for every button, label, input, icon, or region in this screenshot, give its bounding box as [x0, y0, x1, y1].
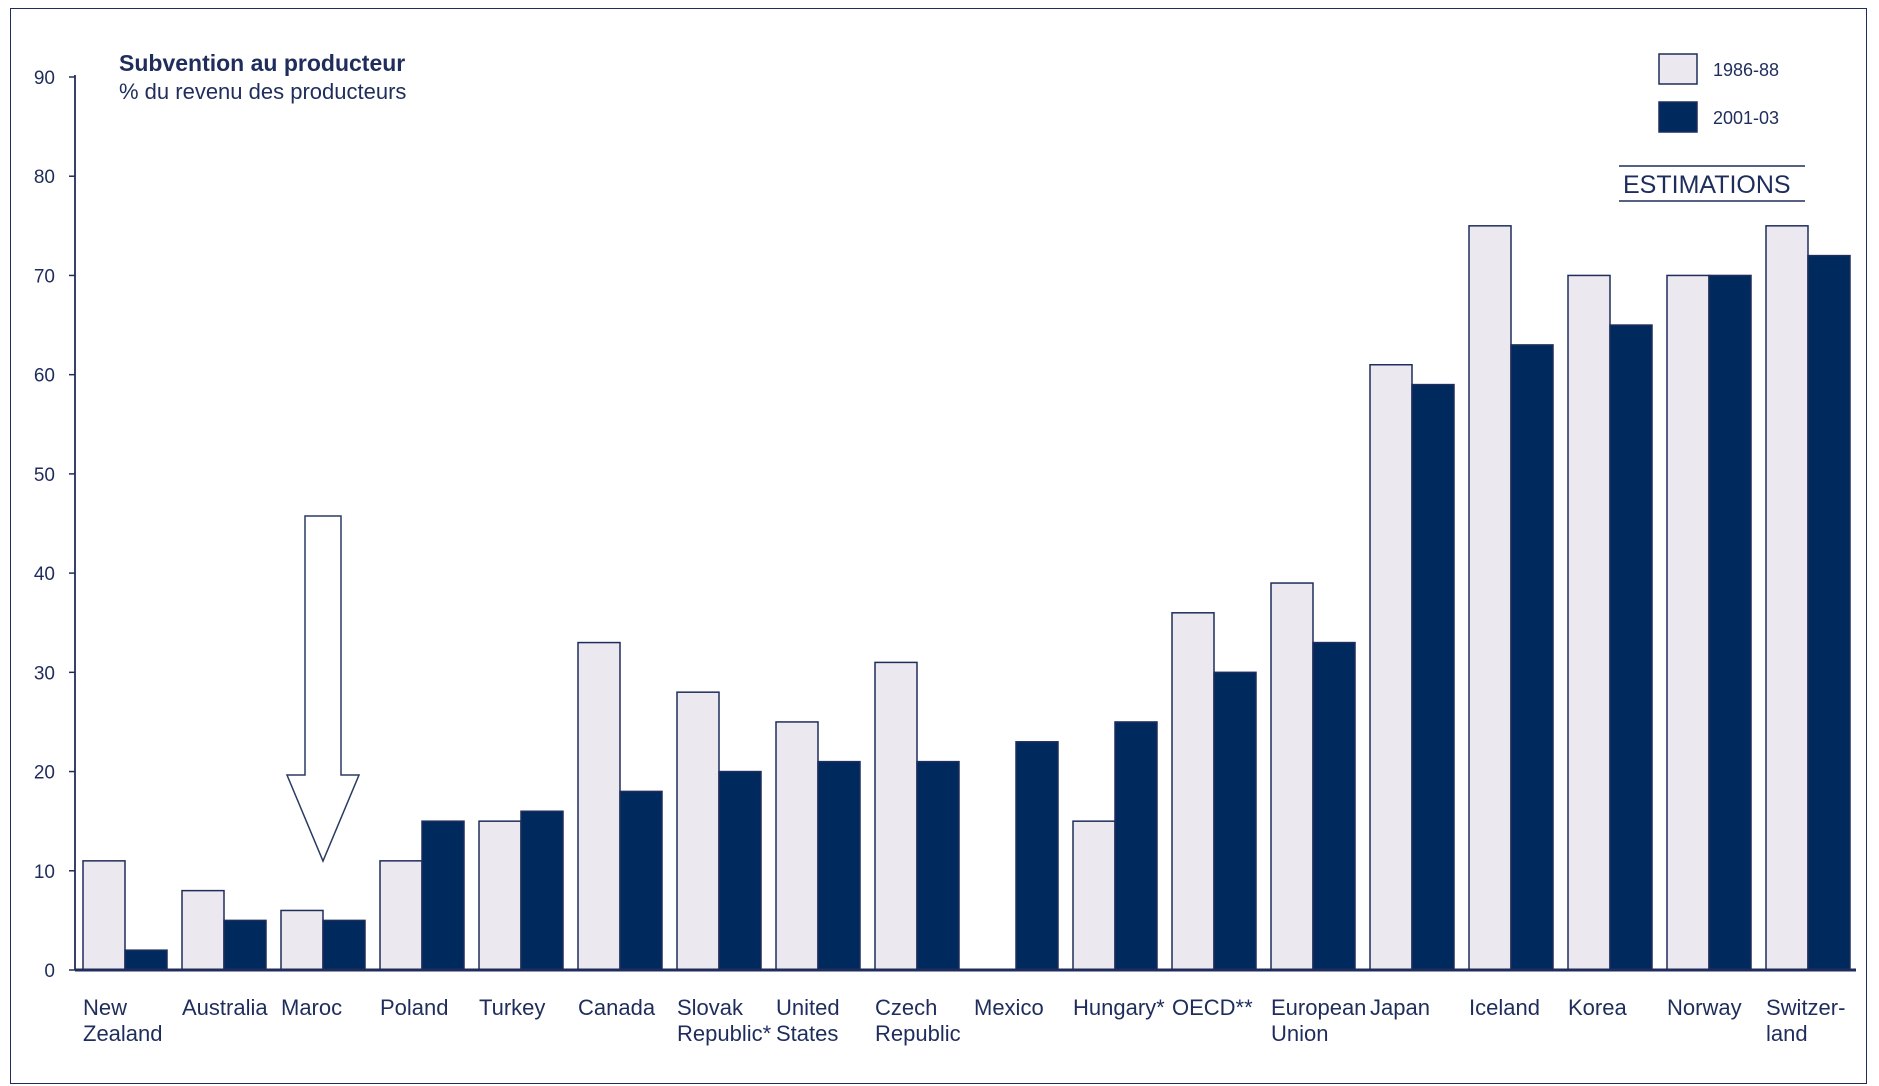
x-tick-label: New Zealand — [83, 995, 163, 1046]
bar-norway-1986-88 — [1666, 274, 1710, 971]
bar-iceland-1986-88 — [1468, 225, 1512, 971]
estimations-annotation: ESTIMATIONS — [1619, 165, 1805, 202]
bar-switzer-land-2001-03 — [1807, 254, 1851, 971]
y-tick-label: 20 — [34, 763, 55, 784]
bar-australia-2001-03 — [223, 919, 267, 971]
bar-poland-2001-03 — [421, 820, 465, 971]
x-tick-label: Poland — [380, 995, 449, 1020]
bar-european-union-2001-03 — [1312, 641, 1356, 971]
y-tick-label: 0 — [44, 961, 55, 982]
x-tick-label: Norway — [1667, 995, 1742, 1020]
bar-japan-1986-88 — [1369, 363, 1413, 971]
bar-czech-republic-1986-88 — [874, 661, 918, 971]
legend-label-1986-88: 1986-88 — [1713, 60, 1779, 80]
estimations-label: ESTIMATIONS — [1623, 171, 1791, 199]
labels-layer: New Zealand Australia Maroc Poland Turkey Cana… — [34, 68, 1846, 1046]
x-tick-label: Slovak Republic* — [677, 995, 772, 1046]
x-tick-label: Mexico — [974, 995, 1044, 1020]
y-tick-label: 40 — [34, 564, 55, 585]
x-tick-label: Japan — [1370, 995, 1430, 1020]
y-tick-label: 70 — [34, 266, 55, 287]
bar-norway-2001-03 — [1708, 274, 1752, 971]
bar-hungary-2001-03 — [1114, 721, 1158, 971]
highlight-arrow — [285, 515, 361, 863]
bar-new-zealand-1986-88 — [82, 860, 126, 971]
bar-oecd-2001-03 — [1213, 671, 1257, 971]
bar-czech-republic-2001-03 — [916, 760, 960, 971]
bar-korea-1986-88 — [1567, 274, 1611, 971]
bar-united-states-2001-03 — [817, 760, 861, 971]
y-tick-label: 80 — [34, 167, 55, 188]
x-tick-label: Hungary* — [1073, 995, 1165, 1020]
bar-korea-2001-03 — [1609, 324, 1653, 971]
bar-iceland-2001-03 — [1510, 344, 1554, 971]
x-tick-label: Switzer-land — [1766, 995, 1845, 1046]
legend-swatch-1986-88 — [1658, 53, 1698, 85]
chart-svg: New Zealand Australia Maroc Poland Turkey Cana… — [34, 50, 1856, 1046]
legend-label-2001-03: 2001-03 — [1713, 108, 1779, 128]
chart-subtitle: % du revenu des producteurs — [119, 79, 406, 104]
bar-european-union-1986-88 — [1270, 582, 1314, 971]
bar-australia-1986-88 — [181, 889, 225, 971]
bar-poland-1986-88 — [379, 860, 423, 971]
axis-layer — [69, 75, 1856, 972]
x-tick-label: Iceland — [1469, 995, 1540, 1020]
x-tick-label: Korea — [1568, 995, 1627, 1020]
x-tick-label: Canada — [578, 995, 656, 1020]
x-tick-label: European Union — [1271, 995, 1366, 1046]
bar-switzer-land-1986-88 — [1765, 225, 1809, 971]
x-tick-label: Australia — [182, 995, 268, 1020]
y-tick-label: 60 — [34, 366, 55, 387]
bars-layer — [82, 225, 1851, 971]
bar-new-zealand-2001-03 — [124, 949, 168, 971]
bar-mexico-2001-03 — [1015, 741, 1059, 971]
chart-title: Subvention au producteur — [119, 50, 405, 76]
bar-canada-2001-03 — [619, 790, 663, 971]
bar-maroc-2001-03 — [322, 919, 366, 971]
x-tick-label: Czech Republic — [875, 995, 961, 1046]
y-tick-label: 30 — [34, 663, 55, 684]
legend-swatch-2001-03 — [1658, 101, 1698, 133]
bar-maroc-1986-88 — [280, 909, 324, 971]
bar-hungary-1986-88 — [1072, 820, 1116, 971]
bar-slovak-republic-1986-88 — [676, 691, 720, 971]
y-tick-label: 10 — [34, 862, 55, 883]
bar-canada-1986-88 — [577, 641, 621, 971]
x-tick-label: OECD** — [1172, 995, 1253, 1020]
bar-turkey-2001-03 — [520, 810, 564, 971]
bar-united-states-1986-88 — [775, 721, 819, 971]
bar-oecd-1986-88 — [1171, 612, 1215, 971]
x-tick-label: Turkey — [479, 995, 545, 1020]
bar-japan-2001-03 — [1411, 383, 1455, 971]
y-tick-label: 90 — [34, 68, 55, 89]
y-tick-label: 50 — [34, 465, 55, 486]
chart-frame: New Zealand Australia Maroc Poland Turkey Cana… — [10, 8, 1867, 1084]
legend: 1986-88 2001-03 — [1658, 53, 1779, 133]
bar-slovak-republic-2001-03 — [718, 770, 762, 971]
x-tick-label: Maroc — [281, 995, 342, 1020]
bar-turkey-1986-88 — [478, 820, 522, 971]
x-tick-label: United States — [776, 995, 840, 1046]
